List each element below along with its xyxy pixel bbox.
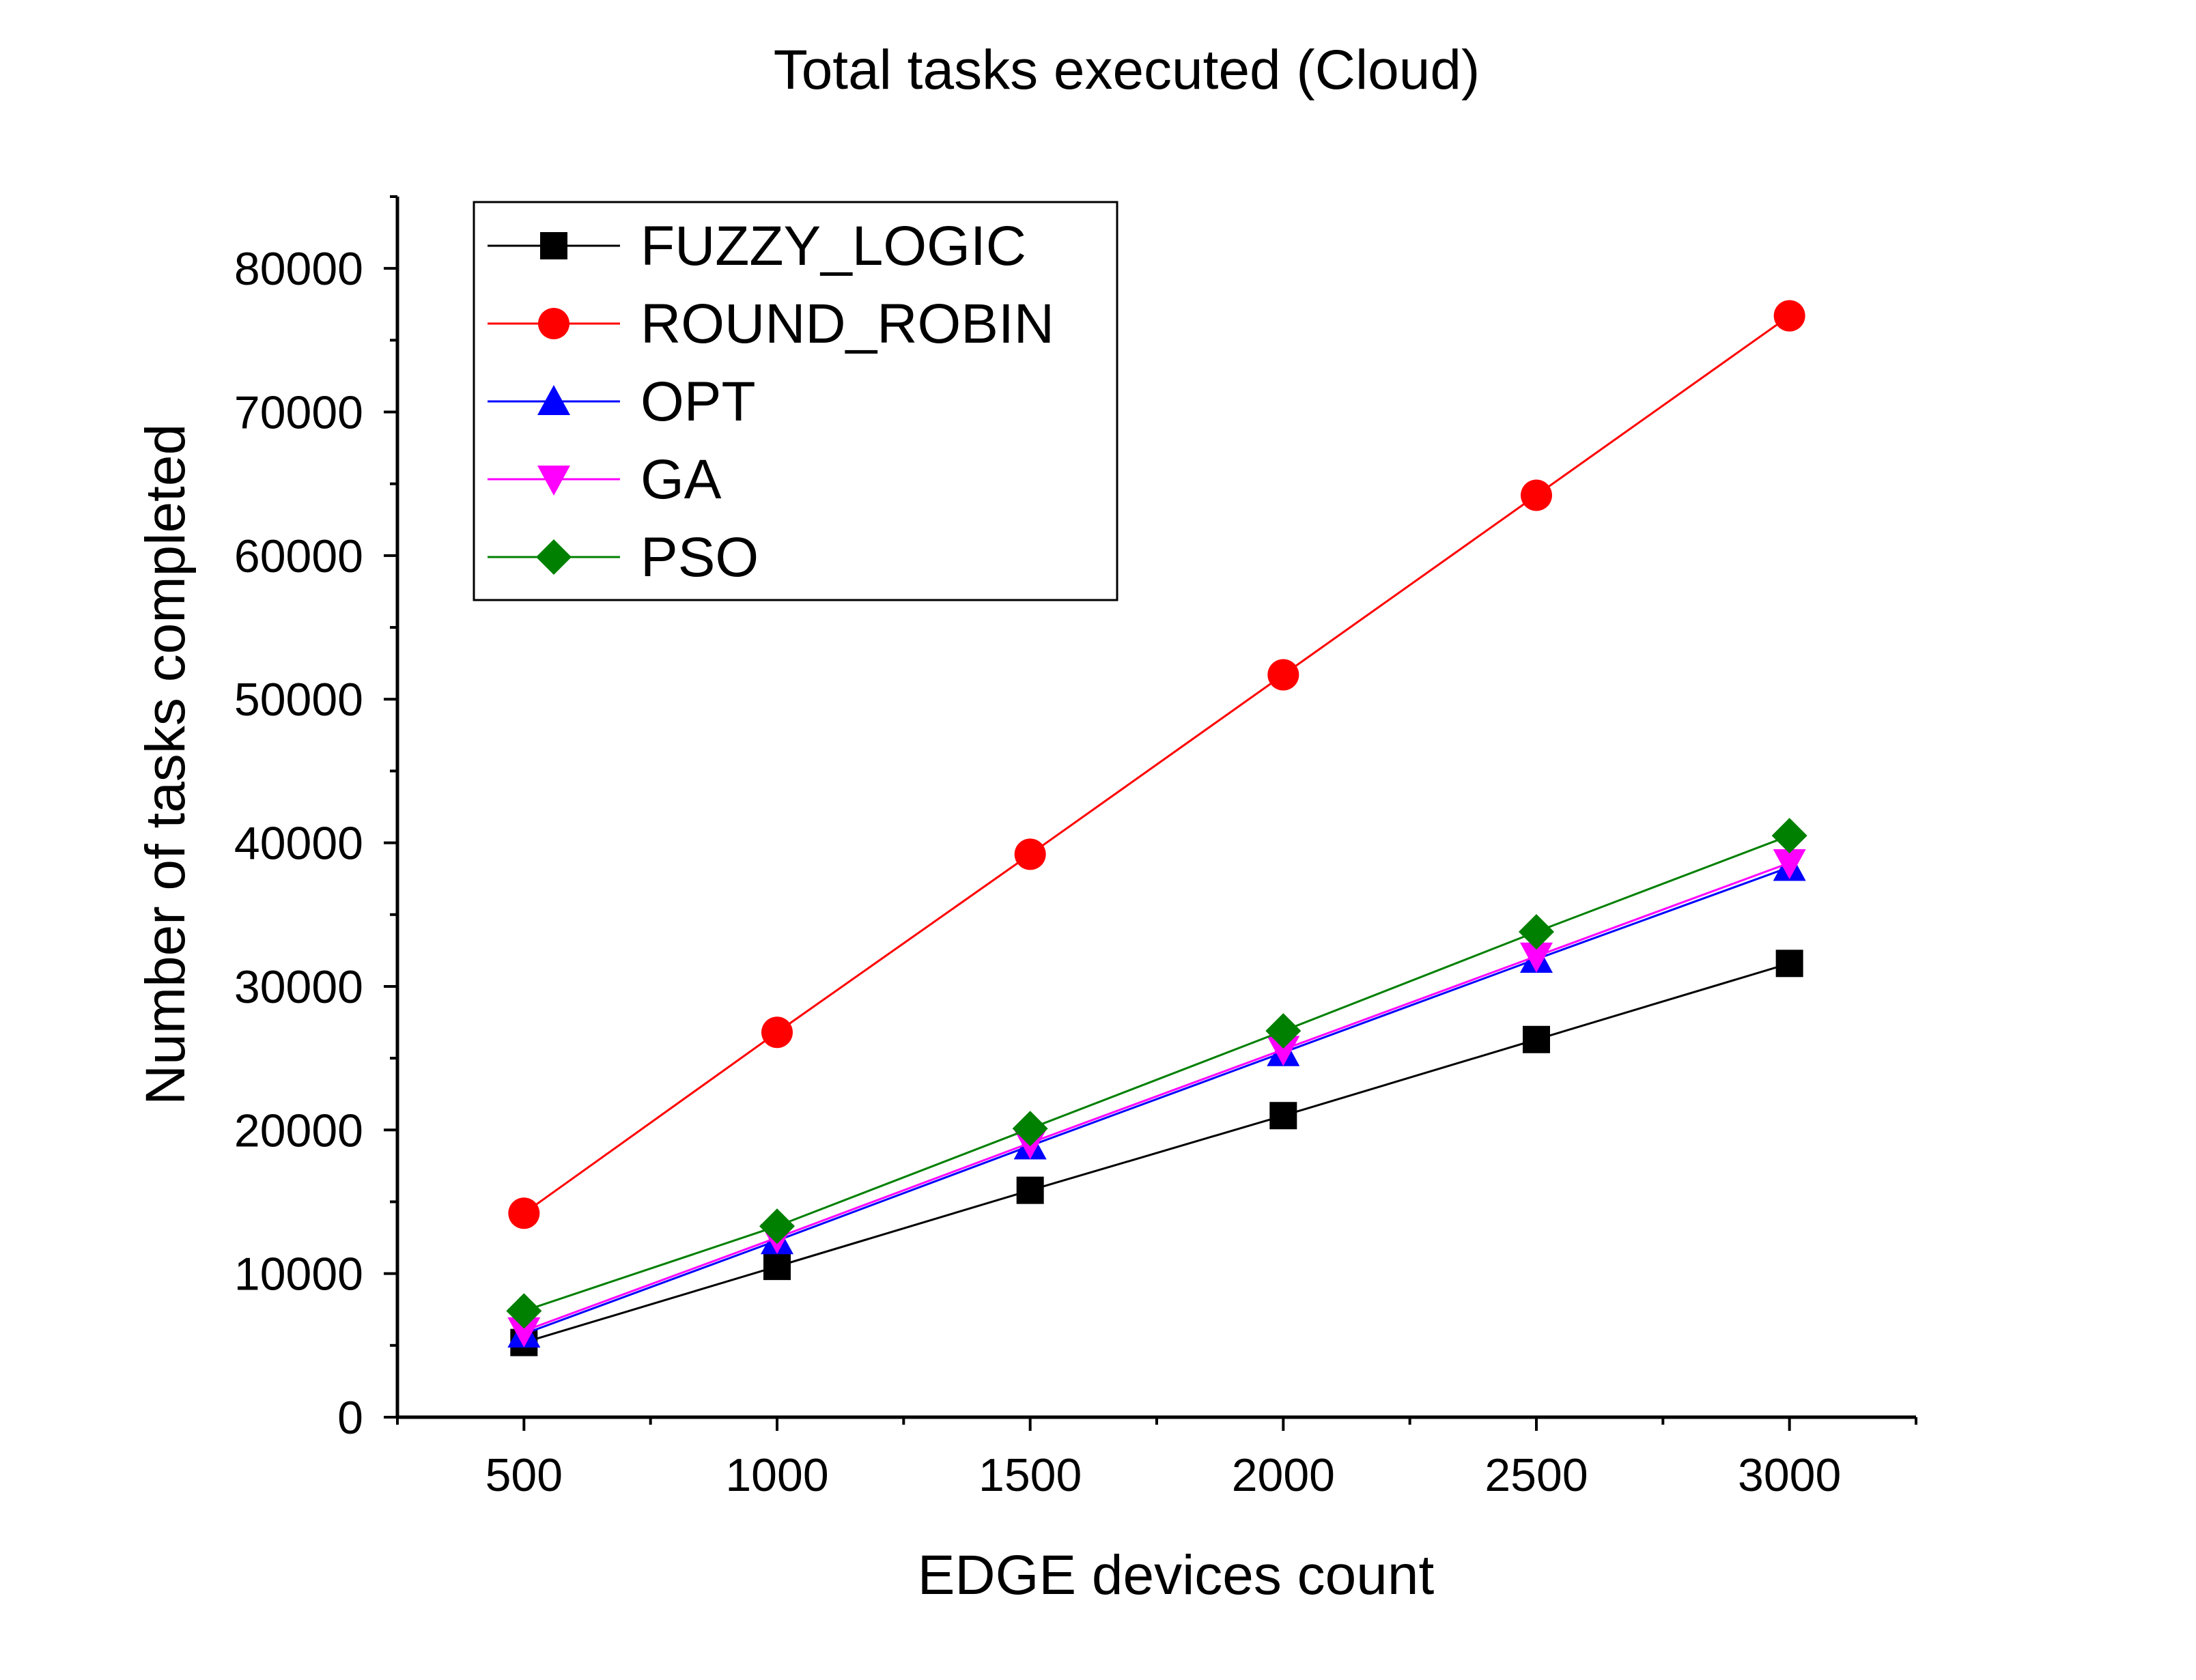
y-tick-label: 10000 <box>234 1249 363 1300</box>
series-line-pso <box>523 834 1790 1312</box>
legend-items: FUZZY_LOGIC ROUND_ROBIN OPT GA PSO <box>488 215 1054 588</box>
y-tick-label: 40000 <box>234 818 363 870</box>
data-point-round-robin <box>1773 300 1805 332</box>
data-point-ga <box>1520 942 1553 973</box>
x-tick-label: 3000 <box>1738 1449 1841 1501</box>
data-point-fuzzy-logic <box>1775 950 1803 978</box>
series-line-round-robin <box>523 315 1790 1214</box>
legend-marker-round-robin <box>538 308 569 339</box>
series-fuzzy-logic <box>510 950 1803 1356</box>
legend-marker-ga <box>537 466 570 496</box>
legend-marker-pso <box>536 539 572 575</box>
x-tick-label: 2000 <box>1232 1449 1335 1501</box>
legend-label: PSO <box>640 526 759 588</box>
series-line-fuzzy-logic <box>523 962 1790 1344</box>
y-axis-ticks: 0 10000 20000 30000 40000 50000 60000 70000 8000… <box>234 195 397 1444</box>
legend-item-fuzzy-logic: FUZZY_LOGIC <box>488 215 1026 277</box>
data-point-round-robin <box>761 1016 793 1049</box>
chart-title: Total tasks executed (Cloud) <box>774 39 1480 101</box>
data-point-ga <box>507 1317 541 1348</box>
x-tick-label: 1000 <box>725 1449 828 1501</box>
data-point-round-robin <box>1267 659 1299 691</box>
data-point-fuzzy-logic <box>1016 1176 1044 1204</box>
y-tick-label: 50000 <box>234 674 363 726</box>
data-point-fuzzy-logic <box>763 1253 791 1281</box>
data-point-pso <box>759 1208 795 1244</box>
x-tick-label: 2500 <box>1484 1449 1588 1501</box>
legend-item-round-robin: ROUND_ROBIN <box>488 293 1054 355</box>
data-point-round-robin <box>1014 838 1046 870</box>
legend-label: FUZZY_LOGIC <box>640 215 1026 277</box>
series-line-ga <box>523 862 1790 1333</box>
legend-label: ROUND_ROBIN <box>640 293 1054 355</box>
data-point-fuzzy-logic <box>1523 1025 1550 1053</box>
data-point-round-robin <box>1521 479 1552 511</box>
legend-label: OPT <box>640 371 756 433</box>
legend-item-pso: PSO <box>488 526 759 588</box>
legend-marker-fuzzy-logic <box>540 232 567 259</box>
legend-item-opt: OPT <box>488 371 756 433</box>
data-point-pso <box>1519 914 1554 950</box>
x-tick-label: 500 <box>485 1449 563 1501</box>
y-tick-label: 60000 <box>234 530 363 582</box>
legend-marker-opt <box>537 385 570 415</box>
y-tick-label: 80000 <box>234 243 363 295</box>
data-point-round-robin <box>508 1197 540 1229</box>
series-line-opt <box>523 866 1790 1335</box>
y-tick-label: 0 <box>337 1392 363 1444</box>
series-pso <box>506 818 1807 1329</box>
data-point-ga <box>1267 1036 1300 1066</box>
y-tick-label: 30000 <box>234 961 363 1013</box>
data-point-pso <box>1265 1013 1301 1049</box>
series-opt <box>507 851 1806 1348</box>
data-point-ga <box>1773 849 1806 880</box>
y-axis-label: Number of tasks completed <box>135 424 197 1105</box>
y-tick-label: 70000 <box>234 387 363 439</box>
series-round-robin <box>508 300 1805 1229</box>
legend-item-ga: GA <box>488 449 722 511</box>
data-point-pso <box>1771 818 1807 854</box>
data-point-pso <box>506 1293 542 1329</box>
y-tick-label: 20000 <box>234 1105 363 1156</box>
plot-area: 0 10000 20000 30000 40000 50000 60000 70000 8000… <box>234 195 1917 1501</box>
legend: FUZZY_LOGIC ROUND_ROBIN OPT GA PSO <box>473 201 1118 601</box>
x-axis-label: EDGE devices count <box>918 1544 1435 1606</box>
x-axis-ticks: 500 1000 1500 2000 2500 3000 <box>396 1417 1917 1501</box>
series-layer <box>506 300 1807 1356</box>
legend-label: GA <box>640 449 722 511</box>
x-tick-label: 1500 <box>979 1449 1082 1501</box>
data-point-fuzzy-logic <box>1269 1102 1297 1130</box>
data-point-pso <box>1012 1111 1048 1147</box>
